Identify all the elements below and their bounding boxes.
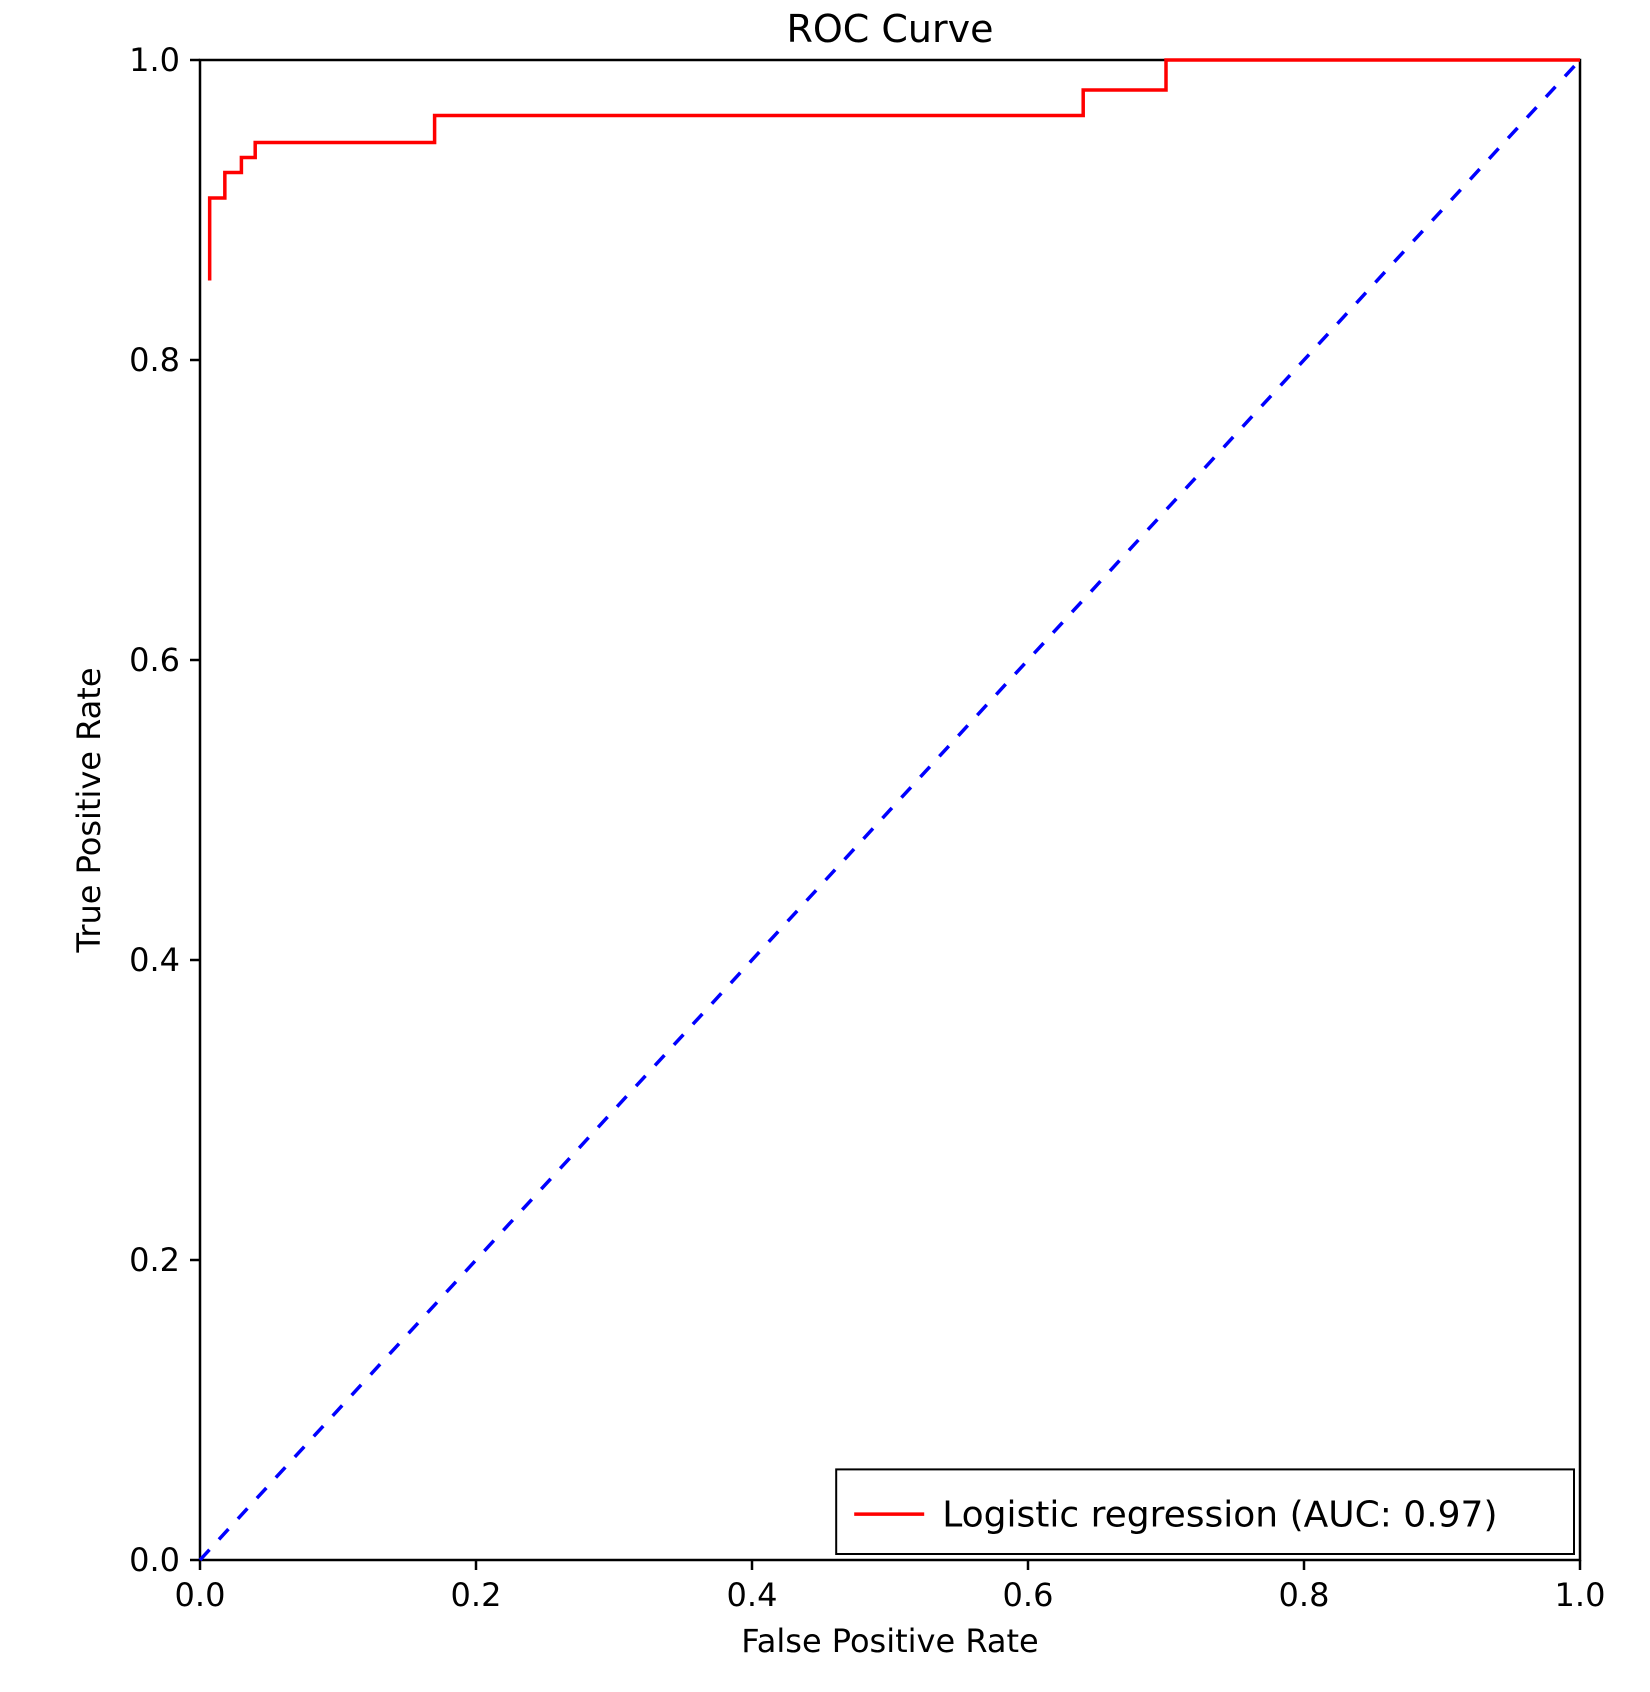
y-axis-label: True Positive Rate	[70, 667, 108, 953]
y-tick-label: 1.0	[129, 41, 180, 79]
roc-chart: 0.0 0.2 0.4 0.6 0.8 1.0 0.0 0.2 0.4 0.6 0.8 1.0 Lo…	[0, 0, 1650, 1692]
x-tick-label: 0.4	[727, 1576, 778, 1614]
y-ticks	[190, 60, 200, 1560]
x-ticks	[200, 1560, 1580, 1570]
x-tick-label: 0.8	[1279, 1576, 1330, 1614]
x-tick-label: 0.6	[1003, 1576, 1054, 1614]
y-tick-label: 0.6	[129, 641, 180, 679]
chart-svg: 0.0 0.2 0.4 0.6 0.8 1.0 0.0 0.2 0.4 0.6 0.8 1.0 Lo…	[0, 0, 1650, 1692]
y-tick-label: 0.0	[129, 1541, 180, 1579]
x-tick-label: 1.0	[1555, 1576, 1606, 1614]
y-tick-labels: 0.0 0.2 0.4 0.6 0.8 1.0	[129, 41, 180, 1579]
chart-title: ROC Curve	[786, 7, 993, 51]
y-tick-label: 0.8	[129, 341, 180, 379]
x-tick-label: 0.0	[175, 1576, 226, 1614]
x-tick-labels: 0.0 0.2 0.4 0.6 0.8 1.0	[175, 1576, 1606, 1614]
legend: Logistic regression (AUC: 0.97)	[836, 1469, 1574, 1554]
y-tick-label: 0.4	[129, 941, 180, 979]
y-tick-label: 0.2	[129, 1241, 180, 1279]
x-axis-label: False Positive Rate	[741, 1622, 1038, 1660]
legend-label: Logistic regression (AUC: 0.97)	[942, 1495, 1497, 1536]
x-tick-label: 0.2	[451, 1576, 502, 1614]
